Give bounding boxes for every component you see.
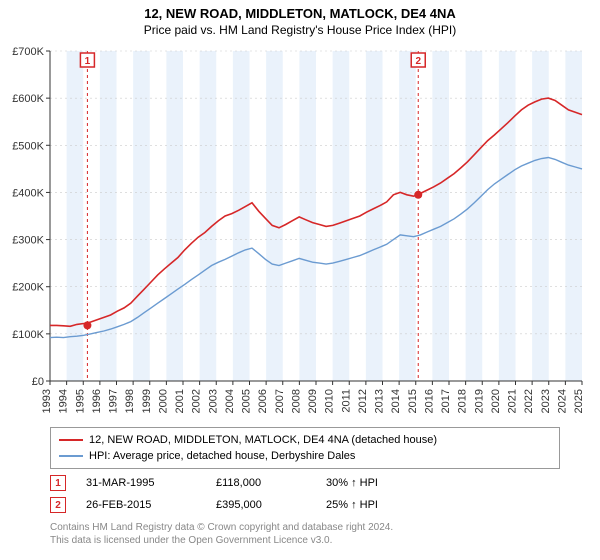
svg-text:2024: 2024	[556, 389, 568, 413]
svg-text:1998: 1998	[124, 389, 136, 413]
legend-item: HPI: Average price, detached house, Derb…	[59, 448, 551, 464]
svg-text:2023: 2023	[540, 389, 552, 413]
svg-text:1996: 1996	[91, 389, 103, 413]
svg-text:2025: 2025	[573, 389, 585, 413]
svg-text:2006: 2006	[257, 389, 269, 413]
marker-row: 2 26-FEB-2015 £395,000 25% ↑ HPI	[50, 497, 560, 513]
chart-svg: £0 £100K £200K £300K £400K £500K £600K £700K 199…	[0, 41, 600, 421]
svg-text:£0: £0	[32, 376, 44, 388]
svg-text:2017: 2017	[440, 389, 452, 413]
marker-row: 1 31-MAR-1995 £118,000 30% ↑ HPI	[50, 475, 560, 491]
svg-text:2003: 2003	[207, 389, 219, 413]
page-subtitle: Price paid vs. HM Land Registry's House …	[0, 21, 600, 41]
marker-price: £395,000	[216, 499, 306, 511]
svg-text:1994: 1994	[58, 389, 70, 413]
svg-text:2022: 2022	[523, 389, 535, 413]
legend-item: 12, NEW ROAD, MIDDLETON, MATLOCK, DE4 4N…	[59, 432, 551, 448]
marker-badge: 1	[50, 475, 66, 491]
svg-text:2014: 2014	[390, 389, 402, 413]
legend-label: HPI: Average price, detached house, Derb…	[89, 448, 355, 464]
svg-text:2010: 2010	[324, 389, 336, 413]
svg-text:2004: 2004	[224, 389, 236, 413]
svg-text:2007: 2007	[274, 389, 286, 413]
marker-date: 26-FEB-2015	[86, 499, 196, 511]
marker-delta: 30% ↑ HPI	[326, 477, 378, 489]
svg-text:2000: 2000	[157, 389, 169, 413]
svg-text:2019: 2019	[473, 389, 485, 413]
marker-badge: 2	[50, 497, 66, 513]
svg-text:2009: 2009	[307, 389, 319, 413]
footer-line2: This data is licensed under the Open Gov…	[50, 534, 560, 547]
svg-text:2005: 2005	[241, 389, 253, 413]
footer: Contains HM Land Registry data © Crown c…	[50, 521, 560, 547]
legend-swatch	[59, 439, 83, 441]
svg-text:£300K: £300K	[12, 235, 44, 247]
svg-text:£700K: £700K	[12, 46, 44, 58]
svg-text:2018: 2018	[457, 389, 469, 413]
svg-text:£200K: £200K	[12, 282, 44, 294]
svg-text:£600K: £600K	[12, 93, 44, 105]
svg-text:1997: 1997	[108, 389, 120, 413]
svg-text:£100K: £100K	[12, 329, 44, 341]
svg-text:1995: 1995	[74, 389, 86, 413]
page-title: 12, NEW ROAD, MIDDLETON, MATLOCK, DE4 4N…	[0, 0, 600, 21]
svg-text:1999: 1999	[141, 389, 153, 413]
marker-price: £118,000	[216, 477, 306, 489]
svg-text:1993: 1993	[41, 389, 53, 413]
price-chart: £0 £100K £200K £300K £400K £500K £600K £700K 199…	[0, 41, 600, 421]
legend-label: 12, NEW ROAD, MIDDLETON, MATLOCK, DE4 4N…	[89, 432, 437, 448]
svg-text:1: 1	[85, 56, 91, 67]
legend: 12, NEW ROAD, MIDDLETON, MATLOCK, DE4 4N…	[50, 427, 560, 469]
svg-text:2008: 2008	[290, 389, 302, 413]
footer-line1: Contains HM Land Registry data © Crown c…	[50, 521, 560, 534]
svg-text:2016: 2016	[423, 389, 435, 413]
svg-text:£500K: £500K	[12, 140, 44, 152]
svg-text:2001: 2001	[174, 389, 186, 413]
svg-text:2: 2	[415, 56, 421, 67]
legend-swatch	[59, 455, 83, 457]
svg-text:£400K: £400K	[12, 187, 44, 199]
svg-text:2021: 2021	[507, 389, 519, 413]
marker-delta: 25% ↑ HPI	[326, 499, 378, 511]
marker-date: 31-MAR-1995	[86, 477, 196, 489]
svg-text:2012: 2012	[357, 389, 369, 413]
svg-text:2013: 2013	[374, 389, 386, 413]
svg-text:2015: 2015	[407, 389, 419, 413]
svg-text:2002: 2002	[191, 389, 203, 413]
marker-details: 1 31-MAR-1995 £118,000 30% ↑ HPI 2 26-FEB-201…	[0, 475, 600, 513]
svg-text:2020: 2020	[490, 389, 502, 413]
svg-text:2011: 2011	[340, 389, 352, 413]
